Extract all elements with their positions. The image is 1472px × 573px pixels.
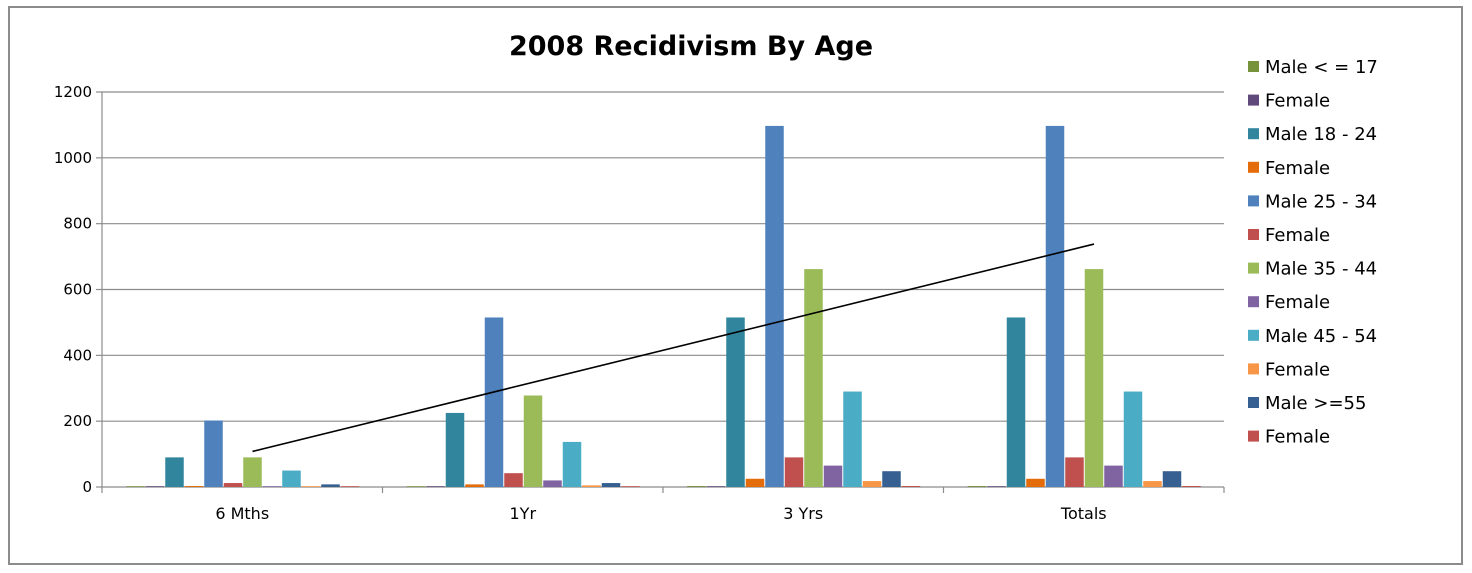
bar bbox=[987, 486, 1006, 487]
bar bbox=[745, 478, 765, 487]
bar bbox=[967, 486, 987, 487]
bar bbox=[165, 457, 184, 487]
bar bbox=[862, 481, 882, 487]
legend-label: Female bbox=[1265, 427, 1330, 448]
legend-swatch bbox=[1248, 430, 1259, 442]
legend-swatch bbox=[1248, 195, 1259, 207]
y-tick-label: 600 bbox=[63, 281, 92, 299]
bar bbox=[523, 395, 543, 487]
bar bbox=[1143, 481, 1162, 487]
bar bbox=[726, 317, 745, 487]
legend-label: Male < = 17 bbox=[1265, 57, 1378, 78]
y-tick-labels: 0 200 400 600 800 1000 1200 bbox=[54, 83, 92, 496]
legend-swatch bbox=[1248, 397, 1259, 408]
category-label: Totals bbox=[1060, 504, 1107, 523]
legend-swatch bbox=[1248, 128, 1259, 140]
legend-swatch bbox=[1248, 161, 1259, 173]
legend-swatch bbox=[1248, 329, 1259, 341]
bar bbox=[321, 484, 340, 487]
bar-chart: 0 200 400 600 800 1000 1200 6 Mths 1Yr 3 Yrs Tota… bbox=[54, 31, 1378, 523]
legend-label: Male 35 - 44 bbox=[1265, 259, 1377, 280]
bar bbox=[582, 485, 601, 487]
bar bbox=[1182, 486, 1201, 487]
bar bbox=[445, 412, 465, 487]
bar bbox=[184, 486, 204, 487]
bar bbox=[843, 391, 862, 487]
bar bbox=[204, 420, 223, 487]
bar bbox=[543, 480, 562, 487]
legend-label: Female bbox=[1265, 91, 1330, 112]
bar bbox=[145, 486, 165, 487]
bar bbox=[223, 483, 243, 487]
bar bbox=[126, 486, 145, 487]
y-tick-label: 400 bbox=[63, 346, 92, 364]
bar bbox=[621, 486, 640, 487]
trendline bbox=[252, 243, 1095, 453]
bar bbox=[1006, 317, 1026, 487]
legend-label: Female bbox=[1265, 359, 1330, 380]
category-label: 6 Mths bbox=[215, 504, 269, 523]
bar bbox=[601, 483, 621, 487]
bar bbox=[484, 317, 504, 487]
legend-swatch bbox=[1248, 262, 1259, 274]
bar bbox=[901, 486, 921, 487]
bar bbox=[562, 441, 582, 487]
chart-frame: 0 200 400 600 800 1000 1200 6 Mths 1Yr 3 Yrs Tota… bbox=[8, 6, 1463, 565]
bar bbox=[1123, 391, 1143, 487]
bars bbox=[126, 125, 1201, 487]
bar bbox=[1162, 471, 1182, 487]
category-label: 3 Yrs bbox=[783, 504, 823, 523]
bar bbox=[504, 473, 523, 487]
legend: Male < = 17 Female Male 18 - 24 Female Male … bbox=[1248, 57, 1378, 448]
legend-swatch bbox=[1248, 363, 1259, 375]
bar bbox=[804, 269, 823, 487]
bar bbox=[784, 457, 804, 487]
y-tick-label: 1000 bbox=[54, 149, 92, 167]
bar bbox=[823, 465, 843, 487]
y-tick-label: 200 bbox=[63, 412, 92, 430]
bar bbox=[282, 470, 301, 487]
bar bbox=[426, 486, 445, 487]
bar bbox=[765, 125, 784, 487]
bar bbox=[1045, 125, 1065, 487]
legend-swatch bbox=[1248, 296, 1259, 308]
legend-label: Female bbox=[1265, 158, 1330, 179]
bar bbox=[406, 486, 426, 487]
legend-swatch bbox=[1248, 229, 1259, 240]
legend-label: Male 25 - 34 bbox=[1265, 191, 1377, 212]
gridlines bbox=[102, 91, 1224, 422]
bar bbox=[1065, 457, 1084, 487]
bar bbox=[1084, 269, 1104, 487]
bar bbox=[243, 457, 262, 487]
category-label: 1Yr bbox=[509, 504, 536, 523]
legend-label: Male 45 - 54 bbox=[1265, 326, 1377, 347]
legend-label: Female bbox=[1265, 225, 1330, 246]
legend-label: Female bbox=[1265, 292, 1330, 313]
legend-swatch bbox=[1248, 94, 1259, 106]
category-labels: 6 Mths 1Yr 3 Yrs Totals bbox=[215, 504, 1106, 523]
y-tick-label: 0 bbox=[82, 478, 92, 496]
bar bbox=[1104, 465, 1123, 487]
bar bbox=[340, 486, 360, 487]
bar bbox=[882, 471, 901, 487]
bar bbox=[301, 486, 321, 487]
bar bbox=[706, 486, 726, 487]
legend-swatch bbox=[1248, 61, 1259, 72]
trendline-layer bbox=[252, 243, 1095, 453]
chart-title: 2008 Recidivism By Age bbox=[509, 31, 873, 62]
bar bbox=[687, 486, 706, 487]
bar bbox=[262, 486, 282, 487]
y-tick-label: 1200 bbox=[54, 83, 92, 101]
bar bbox=[465, 484, 484, 487]
y-tick-label: 800 bbox=[63, 215, 92, 233]
bar bbox=[1026, 478, 1045, 487]
legend-label: Male 18 - 24 bbox=[1265, 124, 1377, 145]
legend-label: Male >=55 bbox=[1265, 393, 1366, 414]
